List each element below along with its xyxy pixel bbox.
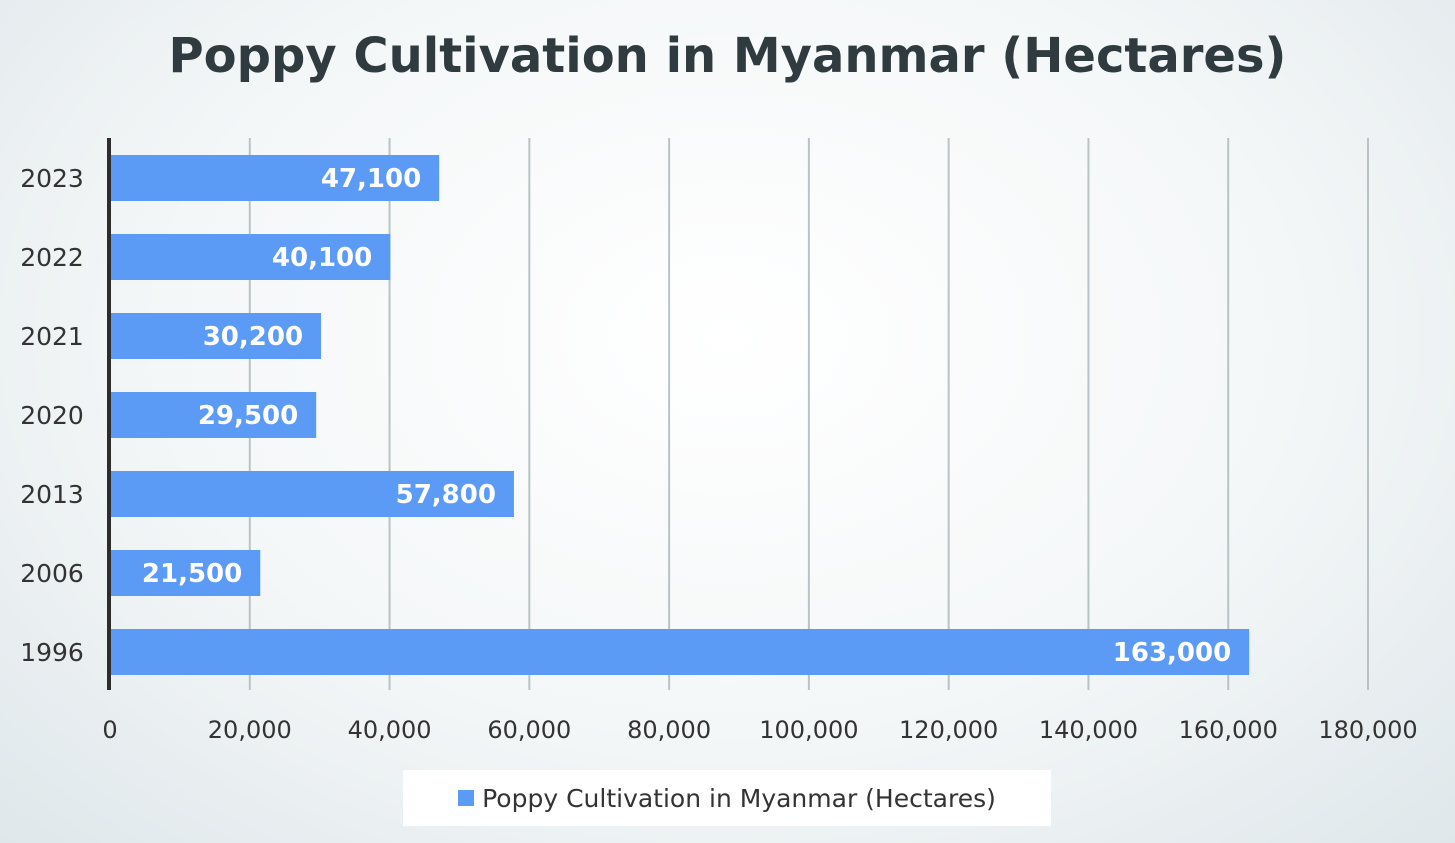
legend-label: Poppy Cultivation in Myanmar (Hectares) — [482, 783, 996, 813]
x-tick-label: 20,000 — [208, 716, 292, 744]
bar — [110, 629, 1250, 675]
x-tick-label: 60,000 — [487, 716, 571, 744]
chart-title: Poppy Cultivation in Myanmar (Hectares) — [168, 28, 1287, 84]
bar — [110, 471, 514, 517]
bar-value-label: 29,500 — [198, 401, 298, 431]
bar-value-label: 47,100 — [321, 164, 421, 194]
y-category-label: 1996 — [20, 638, 84, 667]
x-tick-label: 180,000 — [1318, 716, 1417, 744]
bar-value-label: 57,800 — [396, 480, 496, 510]
x-tick-label: 0 — [102, 716, 117, 744]
bar — [110, 313, 322, 359]
bar-value-label: 163,000 — [1113, 638, 1231, 668]
y-category-label: 2006 — [20, 559, 84, 588]
legend: Poppy Cultivation in Myanmar (Hectares) — [403, 770, 1051, 826]
y-category-label: 2021 — [20, 322, 84, 351]
x-tick-label: 40,000 — [348, 716, 432, 744]
y-category-label: 2020 — [20, 401, 84, 430]
bar-value-label: 40,100 — [272, 243, 372, 273]
bar — [110, 155, 440, 201]
bar — [110, 234, 391, 280]
y-category-label: 2023 — [20, 164, 84, 193]
x-tick-label: 80,000 — [627, 716, 711, 744]
x-tick-label: 160,000 — [1179, 716, 1278, 744]
x-tick-label: 140,000 — [1039, 716, 1138, 744]
x-tick-label: 120,000 — [899, 716, 998, 744]
bar-value-label: 30,200 — [203, 322, 303, 352]
y-category-label: 2013 — [20, 480, 84, 509]
legend-swatch — [458, 790, 475, 806]
bar — [110, 550, 261, 596]
bar-value-label: 21,500 — [142, 559, 242, 589]
bar — [110, 392, 317, 438]
y-category-label: 2022 — [20, 243, 84, 272]
x-tick-label: 100,000 — [759, 716, 858, 744]
